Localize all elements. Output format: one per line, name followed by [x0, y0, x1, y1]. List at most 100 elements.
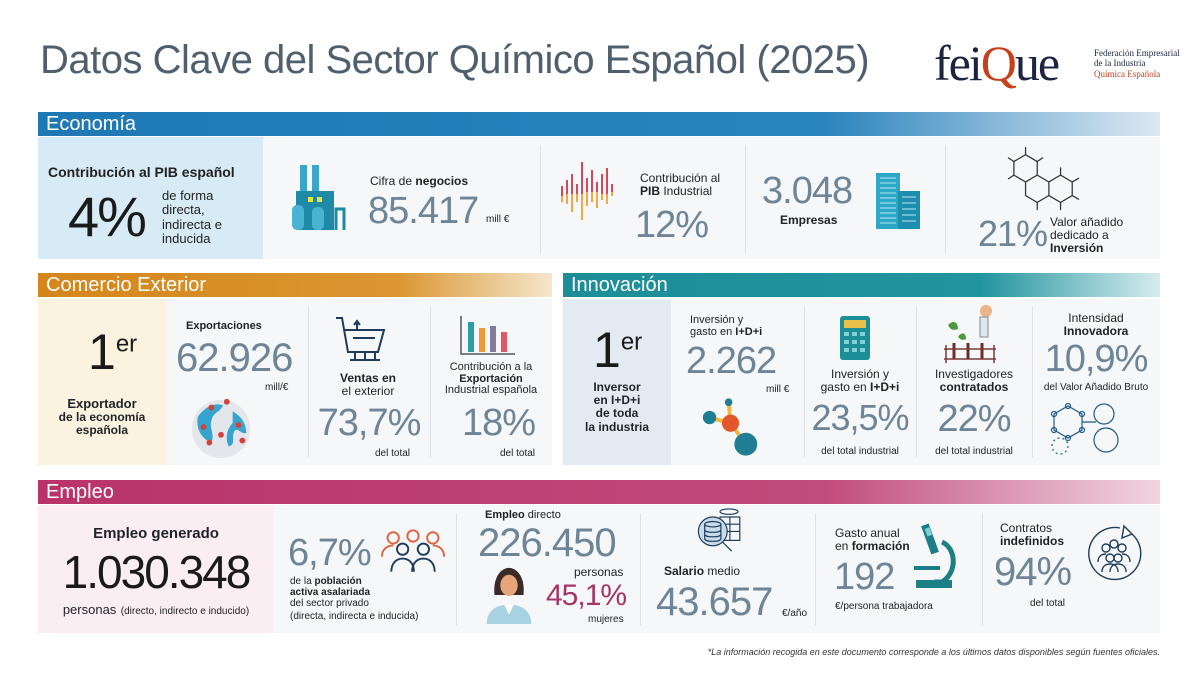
pib-desc: directa, [162, 202, 205, 218]
poblacion-desc: de la [290, 576, 315, 587]
sound-wave-icon [561, 162, 613, 220]
inversion-desc-bold: Inversión [1050, 241, 1104, 256]
pib-desc: indirecta e [162, 216, 222, 232]
rank-value: 1 [593, 322, 621, 378]
inversion-pct-sub: del total industrial [821, 446, 899, 457]
rank-desc: de la economía [58, 410, 146, 425]
pib-industrial-label: Industrial [660, 184, 713, 199]
contribucion-value: 18% [462, 402, 536, 444]
inversion-value: 2.262 [686, 340, 777, 382]
feique-logo: feiQue Federación Empresarial de la Indu… [934, 35, 1180, 91]
intensidad-sub: del Valor Añadido Bruto [1043, 382, 1149, 393]
investigadores-value: 22% [937, 398, 1011, 440]
intensidad-label-bold: Innovadora [1063, 324, 1129, 339]
globe-icon [191, 398, 251, 459]
salario-unit: €/año [782, 608, 808, 619]
logo-tagline: Química Española [1094, 68, 1161, 79]
investigadores-label: Investigadores [934, 367, 1014, 381]
formacion-label: en [835, 539, 852, 554]
contratos-label-bold: indefinidos [1000, 534, 1064, 549]
investigadores-label-bold: contratados [939, 380, 1009, 395]
directo-women-value: 45,1% [546, 579, 627, 612]
contratos-value: 94% [994, 550, 1072, 594]
negocios-value: 85.417 [368, 190, 479, 232]
inversion-label-bold: I+D+i [735, 326, 763, 339]
poblacion-value: 6,7% [288, 532, 372, 574]
molecule-icon [1007, 146, 1080, 211]
pib-industrial-label: Contribución al [640, 171, 721, 185]
investigadores-sub: del total industrial [935, 446, 1013, 457]
buildings-icon [876, 173, 920, 229]
rank-desc: Inversor [593, 380, 641, 394]
logo-tagline: de la Industria [1094, 58, 1146, 69]
section-header-innovacion: Innovación [563, 273, 1160, 297]
section-header-comercio: Comercio Exterior [38, 273, 552, 297]
formacion-unit: €/persona trabajadora [835, 601, 933, 612]
divider [540, 145, 541, 253]
pib-industrial-value: 12% [635, 204, 709, 246]
pib-desc: inducida [162, 230, 211, 246]
inversion-label: gasto en [690, 326, 736, 339]
inversion-desc: dedicado a [1050, 228, 1109, 243]
pib-industrial-label-bold: PIB [640, 184, 661, 199]
empresas-label: Empresas [780, 213, 838, 227]
pib-value: 4% [68, 185, 147, 248]
ventas-sub: del total [375, 448, 411, 459]
negocios-unit: mill € [486, 214, 510, 225]
exportaciones-unit: mill/€ [265, 382, 289, 393]
network-icon [1050, 402, 1119, 455]
pib-label: Contribución al PIB español [48, 164, 235, 180]
poblacion-desc-bold: población [314, 576, 362, 587]
divider [308, 307, 309, 457]
rank-suffix: er [620, 328, 643, 356]
lab-icon [944, 305, 996, 363]
empleo-generado-value: 1.030.348 [62, 546, 252, 598]
divider [745, 145, 746, 253]
contribucion-label: Industrial española [444, 384, 538, 397]
directo-unit: personas [574, 565, 624, 579]
pib-desc: de forma [162, 188, 214, 203]
divider [1032, 307, 1033, 457]
rank-desc: de toda [595, 406, 639, 421]
contribucion-label: Contribución a la [449, 361, 533, 373]
directo-value: 226.450 [478, 521, 617, 565]
section-header-economia: Economía [38, 112, 1160, 136]
intensidad-value: 10,9% [1044, 338, 1149, 380]
empresas-value: 3.048 [762, 170, 853, 212]
microscope-icon [914, 523, 956, 588]
people-cycle-icon [1088, 524, 1142, 581]
poblacion-desc: (directa, indirecta e inducida) [290, 611, 419, 622]
logo-tagline: Federación Empresarial [1094, 48, 1180, 58]
bar-chart-icon [460, 316, 515, 355]
divider [815, 513, 816, 625]
inversion-desc: Valor añadido [1050, 215, 1124, 229]
ventas-value: 73,7% [317, 402, 422, 444]
empleo-generado-note: (directo, indirecto e inducido) [120, 606, 250, 617]
divider [916, 307, 917, 457]
woman-icon [486, 567, 532, 624]
rank-desc: la industria [584, 419, 649, 434]
salario-label: medio [704, 564, 741, 578]
factory-icon [292, 165, 346, 230]
divider [456, 513, 457, 625]
divider [945, 145, 946, 253]
inversion-unit: mill € [766, 384, 790, 395]
directo-label-bold: Empleo [485, 509, 525, 521]
directo-label: directo [524, 509, 561, 521]
section-header-empleo: Empleo [38, 480, 1160, 504]
rank-value: 1 [88, 324, 116, 380]
people-group-icon [380, 529, 446, 572]
ventas-label: Ventas en [339, 371, 397, 385]
pib-card: Contribución al PIB español 4% de forma … [38, 137, 263, 259]
inversion-pct-value: 23,5% [811, 397, 909, 438]
footnote: *La información recogida en este documen… [707, 647, 1160, 657]
poblacion-desc: del sector privado [290, 598, 369, 609]
page-title: Datos Clave del Sector Químico Español (… [40, 38, 870, 82]
contratos-label: Contratos [1000, 521, 1053, 535]
formacion-label: Gasto anual [835, 526, 900, 540]
inversion-value: 21% [978, 213, 1048, 254]
divider [804, 307, 805, 457]
ventas-label: el exterior [341, 383, 395, 398]
empleo-generado-card: Empleo generado 1.030.348 personas (dire… [38, 505, 274, 633]
negocios-label-bold: negocios [415, 174, 469, 188]
